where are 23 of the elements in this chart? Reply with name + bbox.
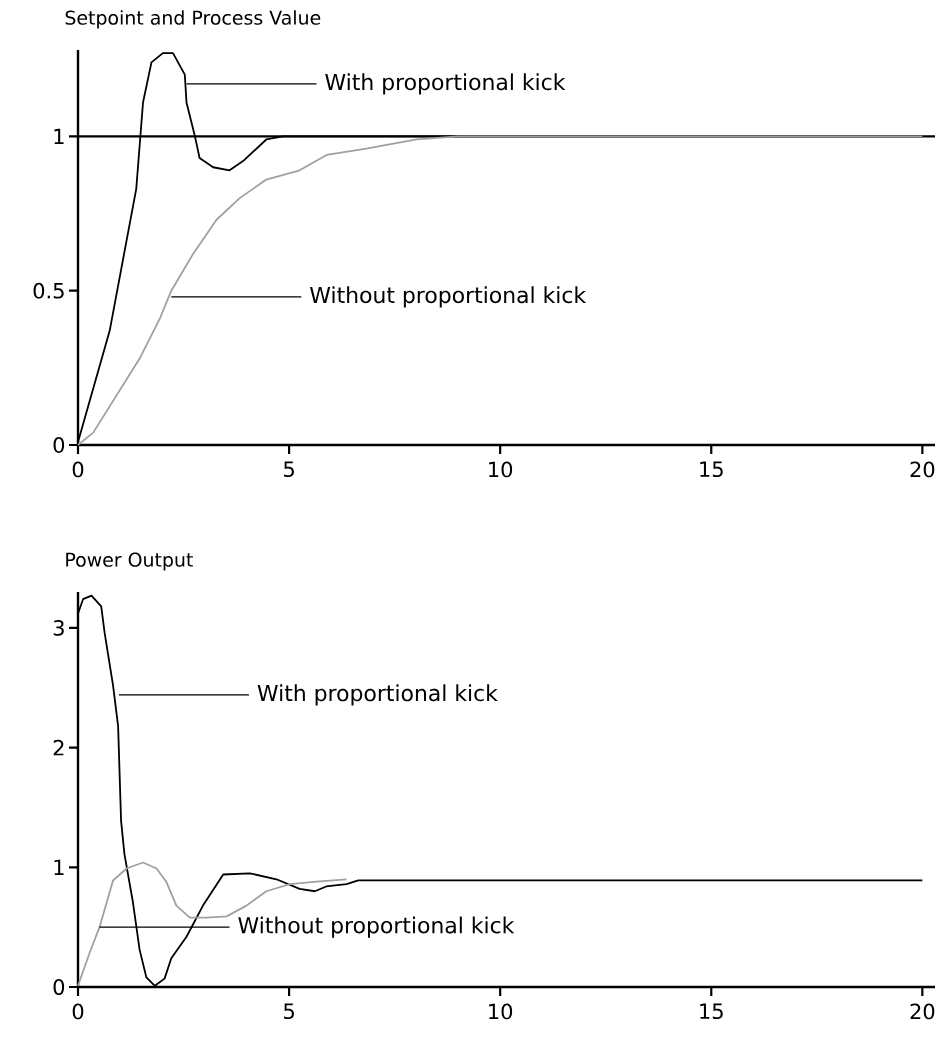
x-tick-label: 15 xyxy=(700,1003,723,1020)
x-tick-label: 20 xyxy=(910,1003,935,1020)
y-tick-label: 0 xyxy=(53,979,65,995)
annotation: With proportional kick xyxy=(325,73,566,95)
y-tick-label: 1 xyxy=(54,859,64,875)
x-tick-label: 0 xyxy=(72,461,84,478)
y-tick-label: 2 xyxy=(53,739,64,756)
chart-title: Power Output xyxy=(66,552,193,571)
x-tick-label: 15 xyxy=(700,461,723,478)
x-tick-label: 20 xyxy=(910,461,935,478)
x-tick-label: 0 xyxy=(72,1003,84,1020)
chart-title: Setpoint and Process Value xyxy=(65,10,321,29)
y-tick-label: 0 xyxy=(53,437,65,453)
y-tick-label: 3 xyxy=(53,619,64,636)
annotation: Without proportional kick xyxy=(238,916,515,938)
x-tick-label: 5 xyxy=(284,461,294,478)
annotation: With proportional kick xyxy=(257,684,498,706)
annotation: Without proportional kick xyxy=(310,286,587,308)
y-tick-label: 0.5 xyxy=(33,282,64,299)
y-tick-label: 1 xyxy=(54,128,64,145)
x-tick-label: 10 xyxy=(489,1003,513,1020)
x-tick-label: 10 xyxy=(489,461,513,478)
x-tick-label: 5 xyxy=(284,1003,294,1020)
